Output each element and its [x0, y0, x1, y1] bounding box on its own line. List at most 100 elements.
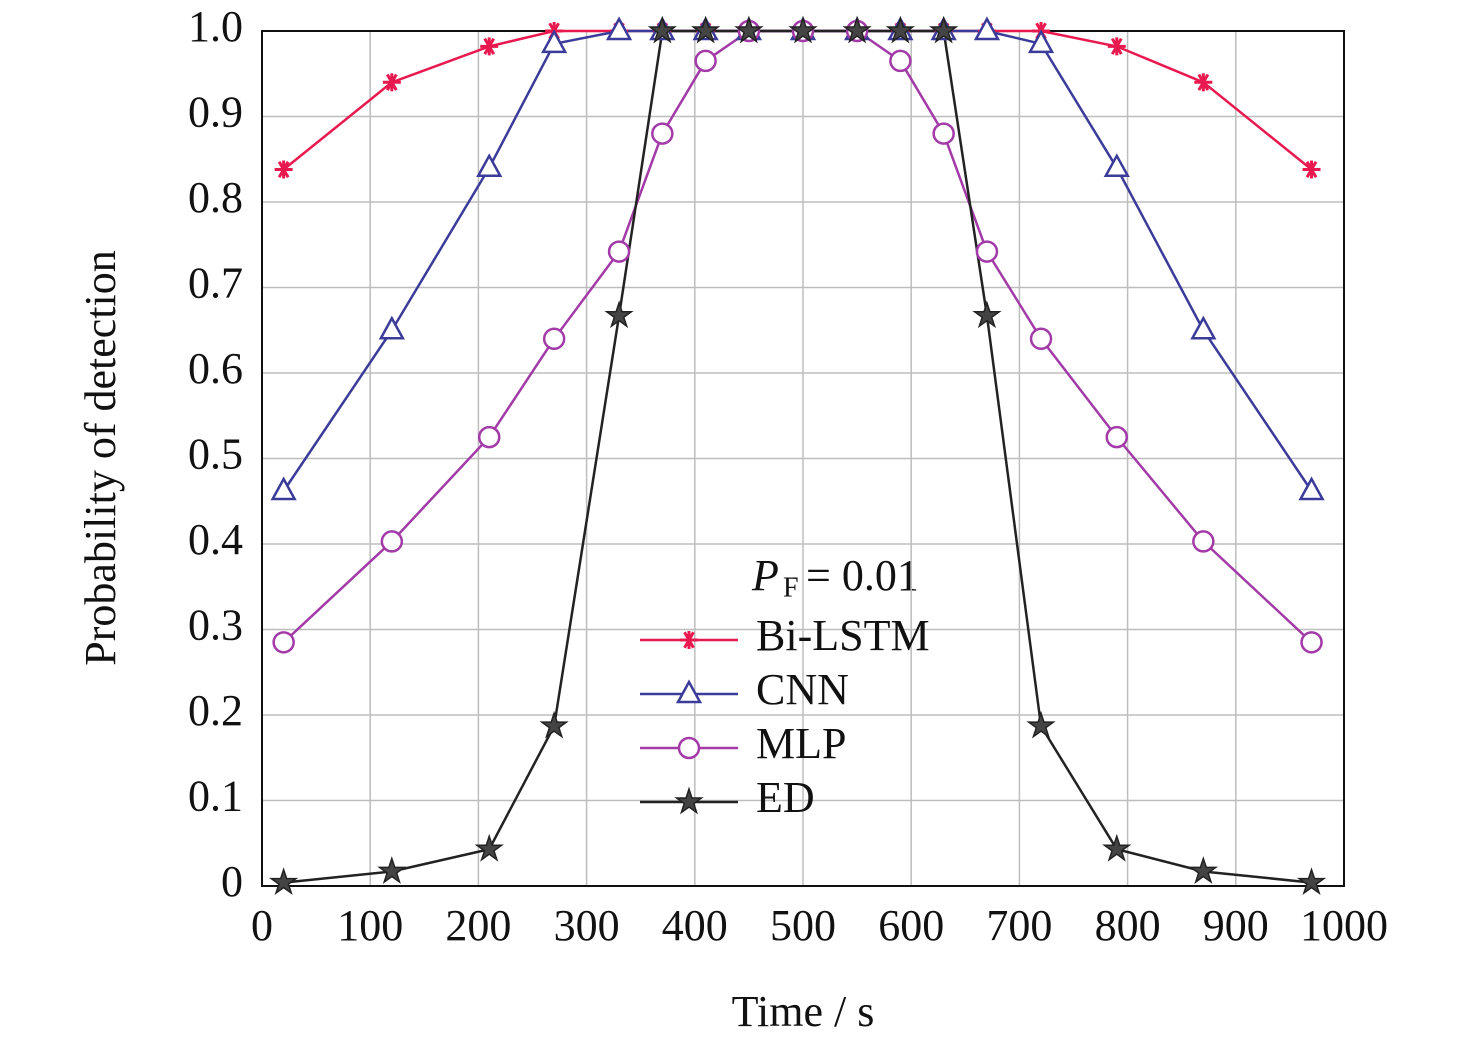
- marker-shape: [675, 679, 703, 704]
- marker-shape: [1296, 867, 1327, 896]
- legend-title-value: = 0.01: [806, 551, 919, 600]
- marker: [694, 49, 717, 73]
- marker: [972, 300, 1002, 329]
- marker: [1029, 327, 1053, 351]
- y-tick-label: 0.9: [188, 88, 243, 137]
- marker-shape: [541, 29, 568, 54]
- marker-shape: [973, 16, 1001, 41]
- marker-shape: [842, 15, 872, 44]
- marker-shape: [1192, 530, 1215, 553]
- marker: [270, 476, 297, 501]
- x-tick-label: 400: [662, 901, 728, 950]
- marker-shape: [932, 122, 955, 145]
- marker-shape: [1188, 856, 1218, 884]
- legend-label: MLP: [756, 719, 846, 768]
- marker-shape: [1027, 29, 1055, 54]
- marker: [378, 315, 405, 340]
- marker: [1194, 73, 1213, 92]
- marker-shape: [380, 530, 404, 553]
- marker-shape: [1190, 315, 1217, 340]
- marker-shape: [542, 327, 566, 351]
- marker: [1300, 631, 1323, 654]
- legend-title: P: [751, 551, 779, 600]
- marker: [842, 15, 872, 44]
- y-tick-label: 1.0: [188, 2, 243, 51]
- marker-shape: [1026, 710, 1056, 739]
- marker: [272, 631, 295, 654]
- x-tick-label: 800: [1095, 901, 1161, 950]
- marker: [604, 300, 634, 329]
- marker-shape: [972, 300, 1002, 329]
- x-tick-label: 0: [251, 901, 273, 950]
- marker: [274, 160, 293, 179]
- marker: [1027, 29, 1055, 54]
- series-line: [282, 29, 1313, 644]
- marker: [889, 49, 912, 73]
- legend-label: CNN: [756, 665, 849, 714]
- marker: [680, 631, 698, 649]
- marker-shape: [677, 736, 701, 760]
- marker: [1298, 476, 1325, 501]
- legend-label: ED: [756, 773, 815, 822]
- marker: [1102, 833, 1132, 862]
- marker: [928, 15, 959, 44]
- marker: [1026, 710, 1056, 739]
- marker-shape: [885, 15, 916, 44]
- marker: [975, 240, 999, 263]
- y-tick-label: 0.8: [188, 173, 243, 222]
- legend-label: Bi-LSTM: [756, 611, 930, 660]
- x-tick-label: 300: [554, 901, 620, 950]
- y-tick-label: 0.4: [188, 515, 243, 564]
- marker: [651, 122, 674, 145]
- marker-shape: [647, 15, 678, 44]
- marker-shape: [269, 867, 299, 896]
- marker-shape: [477, 425, 501, 449]
- series-line: [282, 29, 1313, 171]
- marker: [1105, 425, 1129, 449]
- marker: [607, 240, 631, 263]
- marker-shape: [975, 240, 999, 263]
- marker-shape: [889, 49, 912, 73]
- marker: [380, 530, 404, 553]
- marker: [973, 16, 1001, 41]
- marker: [1302, 160, 1321, 179]
- marker: [1296, 867, 1327, 896]
- x-tick-label: 1000: [1300, 901, 1388, 950]
- marker-shape: [1029, 327, 1053, 351]
- marker-shape: [1298, 476, 1325, 501]
- y-tick-label: 0.1: [188, 772, 243, 821]
- marker: [677, 736, 701, 760]
- marker-shape: [651, 122, 674, 145]
- marker: [674, 786, 704, 815]
- marker-shape: [734, 15, 764, 44]
- x-axis-label: Time / s: [732, 987, 875, 1036]
- marker: [474, 833, 504, 862]
- marker: [382, 73, 401, 92]
- marker: [476, 153, 503, 178]
- marker-shape: [674, 786, 704, 815]
- y-tick-label: 0.3: [188, 601, 243, 650]
- marker-shape: [377, 856, 407, 884]
- y-tick-label: 0: [221, 857, 243, 906]
- marker: [480, 37, 499, 56]
- marker: [539, 710, 569, 739]
- marker-shape: [607, 240, 631, 263]
- x-tick-label: 600: [878, 901, 944, 950]
- marker: [541, 29, 568, 54]
- marker-shape: [1103, 153, 1130, 178]
- x-tick-label: 900: [1203, 901, 1269, 950]
- x-tick-label: 200: [445, 901, 511, 950]
- marker-shape: [604, 300, 634, 329]
- legend-title-sub: F: [783, 572, 799, 603]
- marker: [788, 15, 818, 44]
- marker-shape: [378, 315, 405, 340]
- marker: [1107, 37, 1126, 56]
- marker-shape: [272, 631, 295, 654]
- y-tick-label: 0.6: [188, 344, 243, 393]
- marker: [377, 856, 407, 884]
- marker: [734, 15, 764, 44]
- series-line: [282, 29, 1313, 492]
- marker: [542, 327, 566, 351]
- x-tick-label: 100: [337, 901, 403, 950]
- marker: [647, 15, 678, 44]
